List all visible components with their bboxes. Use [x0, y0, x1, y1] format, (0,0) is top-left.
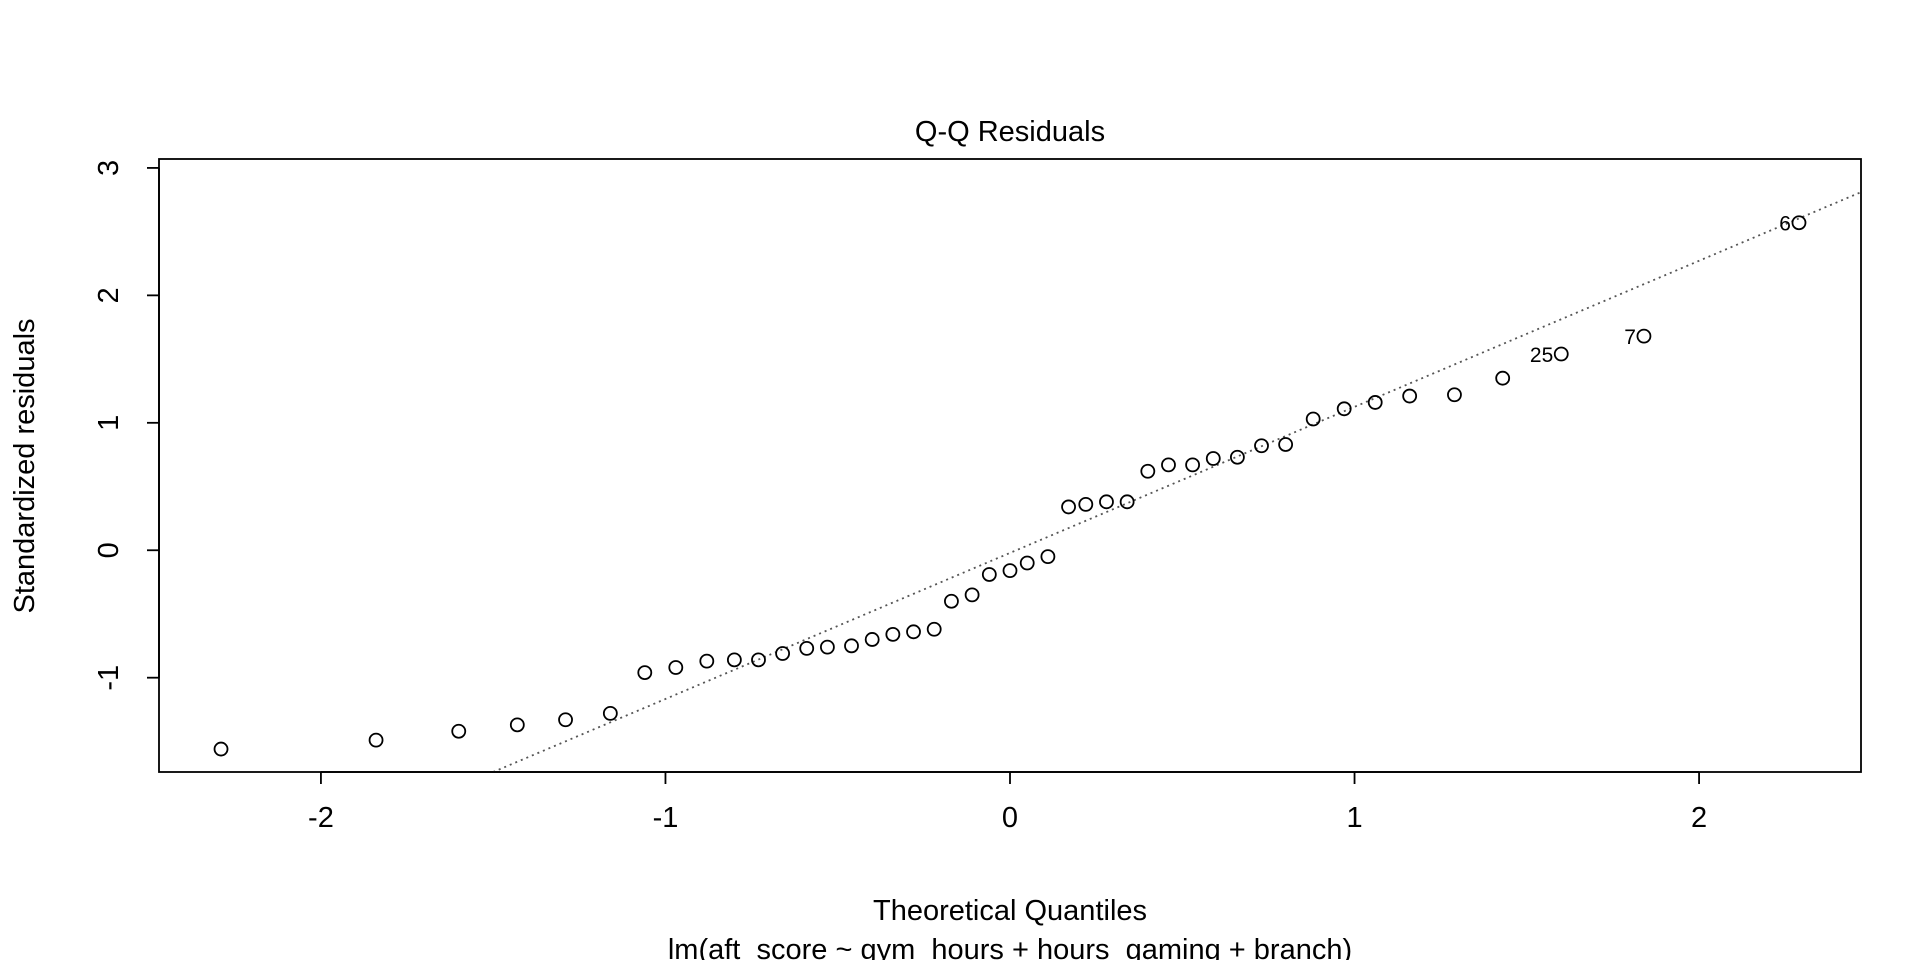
y-tick-label: 3: [93, 160, 125, 176]
point-label: 7: [1624, 326, 1636, 349]
data-point: [1402, 388, 1418, 404]
data-point: [602, 705, 618, 721]
data-point: [864, 632, 880, 647]
data-point: [1254, 438, 1269, 454]
data-point: [819, 639, 835, 655]
data-point: [1447, 387, 1462, 403]
x-tick-label: 2: [1691, 802, 1707, 834]
data-point: [844, 638, 859, 654]
data-point: [775, 646, 791, 661]
point-label: 25: [1530, 344, 1553, 367]
data-point: [944, 593, 959, 609]
data-point: [213, 741, 229, 757]
data-point: [1553, 346, 1569, 362]
y-axis-title: Standardized residuals: [9, 318, 41, 613]
data-point: [1002, 563, 1018, 579]
y-tick-label: -1: [93, 665, 125, 691]
data-point: [1367, 395, 1383, 410]
data-point: [1229, 449, 1245, 465]
data-point: [509, 717, 525, 733]
y-tick-label: 2: [93, 287, 125, 303]
data-point: [1791, 215, 1807, 231]
data-point: [981, 567, 997, 582]
data-point: [1636, 328, 1652, 344]
y-tick-label: 1: [93, 415, 125, 431]
data-point: [637, 665, 653, 680]
qq-reference-line: [492, 191, 1861, 772]
data-point: [1278, 437, 1294, 452]
y-tick-label: 0: [93, 542, 125, 558]
x-tick-label: 0: [1002, 802, 1018, 834]
data-point: [726, 652, 742, 668]
data-point: [668, 660, 684, 675]
data-point: [1305, 411, 1321, 427]
data-point: [1205, 451, 1221, 466]
data-point: [1119, 494, 1135, 510]
data-point: [751, 652, 766, 668]
data-point: [964, 587, 980, 603]
data-point: [885, 626, 901, 642]
data-point: [1495, 370, 1511, 386]
chart-title: Q-Q Residuals: [915, 116, 1105, 148]
plot-frame: [158, 158, 1862, 773]
x-tick-label: 1: [1346, 802, 1362, 834]
x-tick-label: -2: [308, 802, 334, 834]
data-point: [1078, 496, 1094, 512]
data-point: [1185, 457, 1201, 473]
x-axis-title: Theoretical Quantiles: [873, 895, 1147, 927]
chart-subtitle: lm(aft_score ~ gym_hours + hours_gaming …: [668, 934, 1352, 960]
data-point: [926, 621, 942, 637]
data-point: [1040, 549, 1056, 565]
data-point: [368, 732, 384, 748]
point-label: 6: [1779, 213, 1791, 236]
x-axis: -2 -1 0 1 2: [308, 771, 1707, 834]
data-point: [906, 624, 921, 640]
data-point: [1061, 499, 1076, 515]
x-tick-label: -1: [653, 802, 679, 834]
data-point: [1099, 494, 1114, 510]
data-point: [558, 712, 573, 728]
data-point: [1161, 457, 1176, 473]
y-axis: -1 0 1 2 3: [93, 160, 160, 691]
data-point: [1140, 463, 1156, 479]
data-point: [1336, 401, 1352, 417]
data-point: [699, 653, 715, 669]
data-point: [451, 723, 467, 739]
data-point: [799, 640, 815, 656]
data-point: [1019, 555, 1035, 571]
